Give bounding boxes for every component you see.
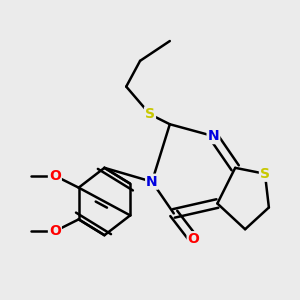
Text: S: S [145, 107, 155, 121]
Text: O: O [49, 224, 61, 238]
Text: S: S [260, 167, 270, 181]
Text: N: N [146, 175, 158, 189]
Text: O: O [188, 232, 200, 246]
Text: O: O [49, 169, 61, 183]
Text: N: N [208, 129, 219, 143]
